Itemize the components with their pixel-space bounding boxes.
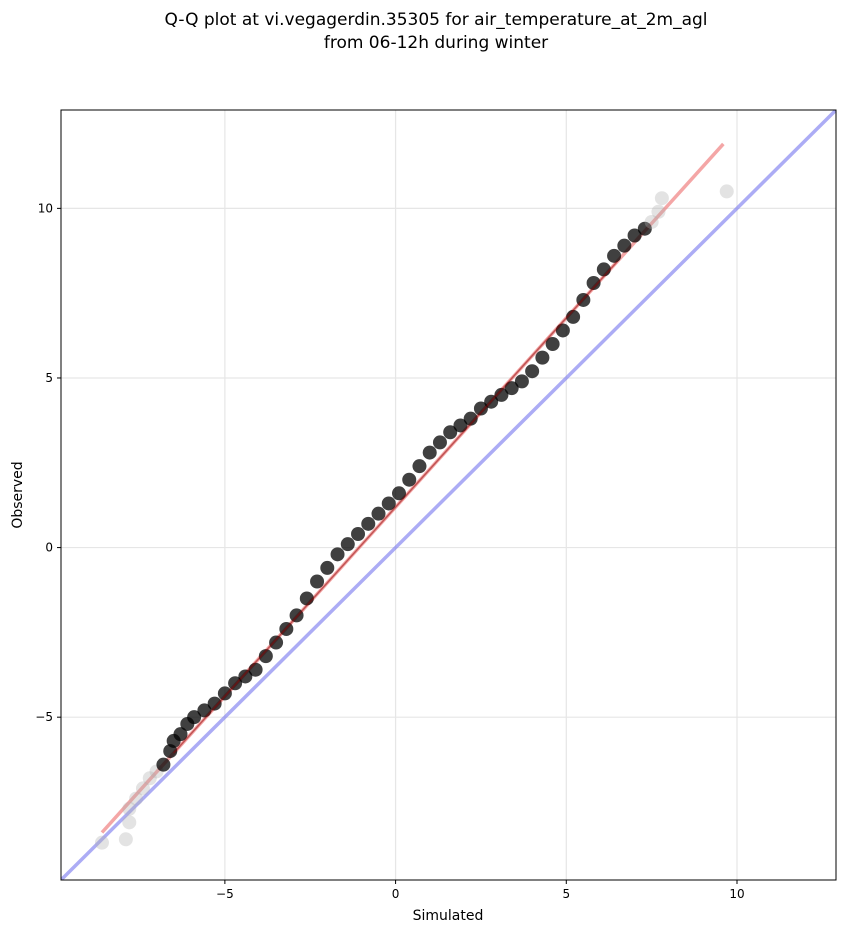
quantile-point: [173, 727, 188, 742]
quantile-point: [514, 374, 529, 389]
quantile-point: [371, 506, 386, 521]
quantile-point: [187, 710, 202, 725]
y-tick-label: 0: [45, 541, 53, 555]
quantile-point: [453, 418, 468, 433]
quantile-point: [269, 635, 284, 650]
quantile-point: [596, 262, 611, 277]
y-tick-label: −5: [35, 710, 53, 724]
quantile-point: [627, 228, 642, 243]
y-tick-label: 5: [45, 371, 53, 385]
quantile-point: [443, 425, 458, 440]
chart-title-line-2: from 06-12h during winter: [324, 33, 548, 53]
quantile-point: [207, 696, 222, 711]
quantile-point: [238, 669, 253, 684]
quantile-point: [651, 204, 666, 219]
quantile-point: [248, 662, 263, 677]
quantile-point: [129, 791, 144, 806]
x-tick-label: 5: [562, 887, 570, 901]
quantile-point: [330, 547, 345, 562]
axis-ticks: −5 0 5 10 −5 0 5 10: [35, 201, 744, 901]
x-axis-label: Simulated: [413, 908, 484, 924]
quantile-point: [217, 686, 232, 701]
quantile-point: [228, 676, 243, 691]
identity-line: [61, 110, 836, 880]
quantile-point: [320, 560, 335, 575]
quantile-point: [197, 703, 212, 718]
quantile-point: [135, 781, 150, 796]
y-axis-label: Observed: [10, 461, 26, 528]
quantile-point: [545, 337, 560, 352]
quantile-point: [719, 184, 734, 199]
plot-area: −5 0 5 10 −5 0 5 10: [35, 109, 837, 901]
y-tick-label: 10: [38, 201, 53, 215]
quantile-point: [637, 221, 652, 236]
quantile-point: [607, 248, 622, 263]
quantile-point: [340, 537, 355, 552]
quantile-point: [351, 527, 366, 542]
quantile-point: [361, 516, 376, 531]
quantile-point: [412, 459, 427, 474]
quantile-point: [299, 591, 314, 606]
quantile-point: [402, 472, 417, 487]
quantile-point: [535, 350, 550, 365]
quantile-point: [122, 801, 137, 816]
quantile-point: [94, 835, 109, 850]
quantile-point: [142, 771, 157, 786]
quantile-point: [525, 364, 540, 379]
x-tick-label: 10: [729, 887, 744, 901]
quantile-point: [432, 435, 447, 450]
quantile-point: [644, 214, 659, 229]
quantile-point: [473, 401, 488, 416]
quantile-point: [381, 496, 396, 511]
quantile-point: [118, 832, 133, 847]
quantile-point: [258, 649, 273, 664]
quantile-point: [586, 275, 601, 290]
quantile-point: [494, 387, 509, 402]
quantile-point: [310, 574, 325, 589]
axes-frame: [60, 109, 837, 881]
quantile-point: [122, 815, 137, 830]
chart-title-line-1: Q-Q plot at vi.vegagerdin.35305 for air_…: [164, 10, 707, 30]
quantile-point: [391, 486, 406, 501]
quantile-point: [617, 238, 632, 253]
x-tick-label: 0: [392, 887, 400, 901]
quantile-point: [422, 445, 437, 460]
fit-line-core: [173, 260, 619, 754]
quantile-point: [555, 323, 570, 338]
quantile-point: [156, 757, 171, 772]
data-series: [61, 110, 836, 880]
quantile-point: [654, 191, 669, 206]
x-tick-label: −5: [216, 887, 234, 901]
quantile-point: [504, 381, 519, 396]
quantile-point: [463, 411, 478, 426]
